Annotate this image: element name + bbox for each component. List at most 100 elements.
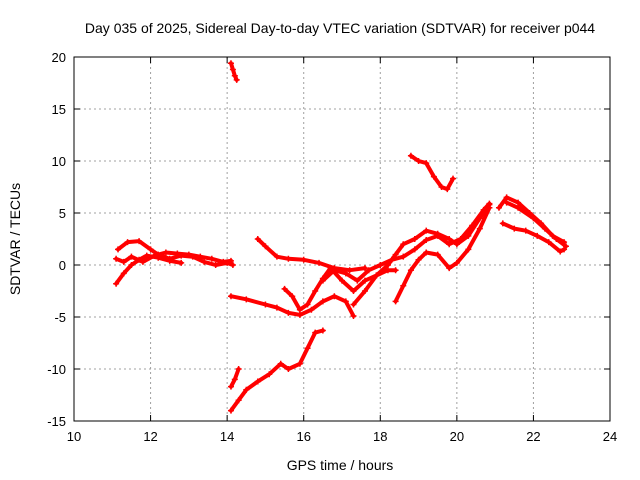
data-point: [392, 298, 399, 305]
series-arc-c: [113, 252, 185, 287]
data-point: [227, 257, 234, 264]
data-point: [231, 376, 238, 383]
data-point: [346, 267, 353, 274]
data-point: [262, 243, 269, 250]
data-point: [515, 204, 522, 211]
data-point: [557, 248, 564, 255]
series-trace: [255, 237, 367, 273]
x-tick-label: 16: [296, 429, 310, 444]
series-arc-k: [350, 201, 493, 308]
series-arc-f: [227, 327, 326, 414]
data-point: [319, 327, 326, 334]
data-point: [553, 236, 560, 242]
data-point: [312, 329, 319, 336]
data-point: [128, 262, 135, 268]
data-point: [296, 360, 303, 367]
data-point: [423, 227, 430, 234]
data-point: [229, 262, 236, 268]
y-tick-label: 15: [52, 102, 66, 117]
series-arc-m: [407, 152, 457, 193]
data-point: [530, 215, 537, 222]
series-trace: [351, 202, 492, 307]
data-point: [331, 293, 338, 300]
data-point: [476, 225, 483, 232]
y-tick-label: -15: [47, 414, 66, 429]
data-point: [446, 241, 453, 248]
data-point: [227, 293, 234, 300]
data-point: [365, 267, 372, 274]
data-point: [495, 204, 502, 211]
data-point: [465, 232, 472, 239]
series-arc-g: [227, 366, 242, 390]
data-point: [377, 262, 384, 268]
data-point: [136, 238, 143, 245]
grid-lines: [74, 57, 610, 421]
data-point: [304, 301, 311, 308]
x-tick-label: 18: [373, 429, 387, 444]
data-point: [227, 407, 234, 414]
data-point: [174, 250, 181, 257]
data-point: [273, 253, 280, 260]
data-point: [136, 256, 143, 263]
data-point: [128, 253, 135, 260]
data-point: [465, 246, 472, 253]
data-point: [262, 301, 269, 308]
data-point: [446, 236, 453, 242]
data-point: [522, 227, 529, 234]
series-trace: [504, 200, 568, 249]
data-points: [113, 60, 569, 414]
data-point: [434, 230, 441, 237]
data-point: [541, 225, 548, 232]
series-arc-h: [254, 236, 368, 274]
series-arc-e: [227, 293, 357, 319]
data-point: [300, 256, 307, 263]
series-arc-o: [499, 220, 568, 255]
y-tick-labels: -15 -10 -5 0 5 10 15 20: [47, 50, 66, 429]
data-point: [450, 175, 457, 182]
data-point: [178, 259, 185, 266]
data-point: [166, 257, 173, 264]
data-point: [124, 239, 131, 246]
data-point: [285, 366, 292, 372]
data-point: [147, 246, 154, 253]
data-point: [562, 243, 569, 250]
series-arc-a: [115, 238, 236, 268]
x-tick-label: 24: [603, 429, 617, 444]
data-point: [407, 152, 414, 159]
chart-title: Day 035 of 2025, Sidereal Day-to-day VTE…: [85, 20, 595, 36]
x-tick-label: 12: [143, 429, 157, 444]
data-point: [446, 265, 453, 272]
data-point: [407, 267, 414, 274]
series-trace: [229, 328, 325, 413]
series-arc-d: [227, 60, 240, 83]
data-point: [143, 252, 150, 259]
data-point: [499, 220, 506, 227]
data-point: [229, 66, 236, 73]
data-point: [243, 296, 250, 303]
data-point: [233, 76, 240, 83]
data-point: [113, 280, 120, 287]
data-point: [235, 366, 242, 372]
data-point: [331, 267, 338, 274]
x-axis-label: GPS time / hours: [287, 457, 394, 473]
series-arc-l: [392, 204, 493, 305]
data-point: [319, 298, 326, 305]
series-trace: [229, 61, 239, 82]
data-point: [486, 204, 493, 211]
data-point: [220, 258, 227, 265]
data-point: [384, 267, 391, 274]
data-point: [304, 345, 311, 352]
data-point: [392, 267, 399, 274]
data-point: [277, 360, 284, 367]
data-point: [423, 249, 430, 256]
data-point: [266, 371, 273, 378]
data-point: [400, 282, 407, 289]
data-point: [545, 239, 552, 246]
data-point: [503, 199, 510, 206]
data-point: [296, 311, 303, 318]
data-point: [208, 255, 215, 262]
data-point: [361, 277, 368, 284]
data-point: [201, 258, 208, 265]
y-tick-label: -10: [47, 362, 66, 377]
